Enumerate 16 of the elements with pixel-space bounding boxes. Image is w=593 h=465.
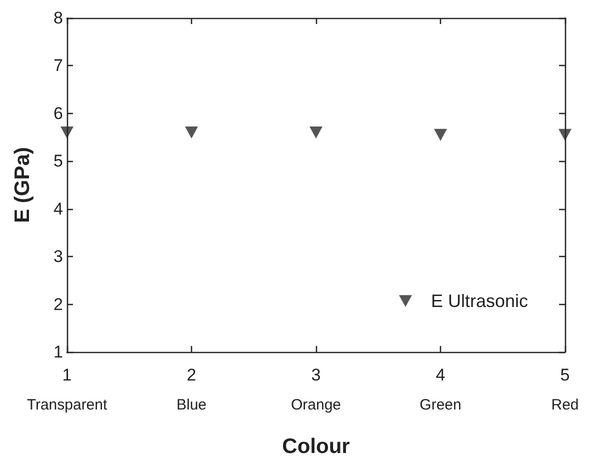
x-tick-label: 2 Blue xyxy=(176,366,207,414)
x-axis-title: Colour xyxy=(282,435,350,458)
y-tick-label: 6 xyxy=(54,104,63,123)
y-tick-label: 3 xyxy=(54,247,63,266)
y-tick-label: 7 xyxy=(54,56,63,76)
legend-label: E Ultrasonic xyxy=(430,291,528,311)
x-tick-label: 5 Red xyxy=(551,366,579,414)
y-tick-label: 2 xyxy=(54,294,63,314)
x-tick-label: 1 Transparent xyxy=(26,366,108,414)
y-tick-label: 5 xyxy=(54,152,63,171)
y-tick-label: 4 xyxy=(54,199,63,218)
y-tick-label: 8 xyxy=(54,8,63,28)
y-axis-title: E (GPa) xyxy=(11,147,34,223)
x-tick-label: 4 Green xyxy=(420,366,462,414)
x-tick-label: 3 Orange xyxy=(290,366,342,414)
y-tick-label: 1 xyxy=(54,342,63,362)
